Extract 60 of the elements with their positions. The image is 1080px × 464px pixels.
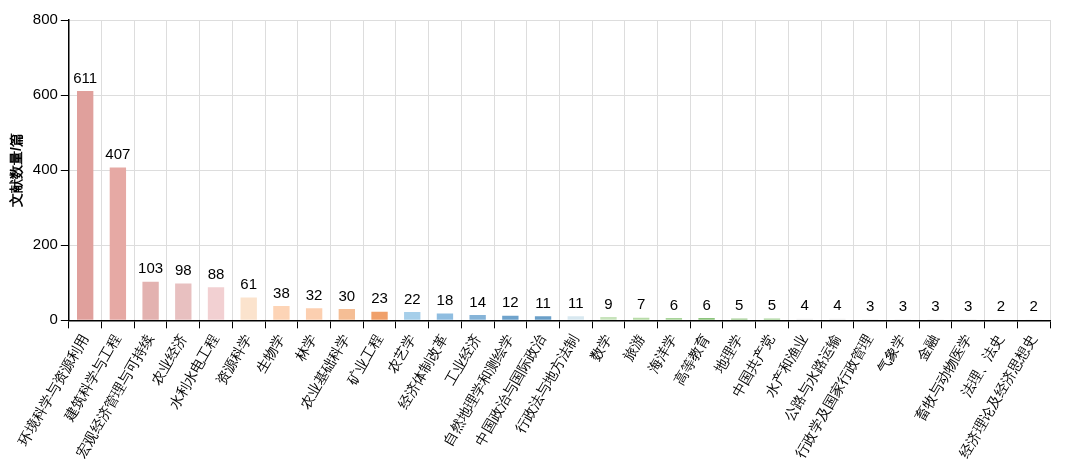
data-label: 9 <box>604 294 613 312</box>
data-label: 32 <box>305 285 323 303</box>
data-label: 2 <box>996 297 1006 315</box>
y-tick-label: 200 <box>32 235 58 253</box>
bar <box>469 315 486 320</box>
y-axis-title: 文献数量/篇 <box>8 133 25 209</box>
data-label: 22 <box>403 289 421 307</box>
data-label: 3 <box>898 296 907 314</box>
data-label: 103 <box>138 259 164 277</box>
bar <box>305 308 323 320</box>
bar <box>600 316 617 320</box>
data-label: 12 <box>502 293 519 311</box>
bar <box>77 90 94 320</box>
bar <box>109 167 127 320</box>
bar <box>175 283 192 320</box>
data-label: 38 <box>273 283 290 301</box>
bar <box>273 306 290 320</box>
x-tick-label: 数学 <box>586 330 615 364</box>
data-label: 5 <box>767 296 777 314</box>
bar <box>338 309 355 320</box>
data-label: 18 <box>436 291 454 309</box>
y-tick-label: 600 <box>32 85 58 103</box>
data-label: 4 <box>800 296 809 314</box>
data-label: 14 <box>469 292 486 310</box>
y-tick-label: 0 <box>49 310 58 328</box>
data-label: 407 <box>105 145 131 163</box>
bar <box>404 312 421 320</box>
y-tick-label: 400 <box>32 160 58 178</box>
data-label: 30 <box>338 286 356 304</box>
data-label: 5 <box>735 296 744 314</box>
data-label: 6 <box>669 295 679 313</box>
data-label: 88 <box>207 264 225 282</box>
bar <box>502 315 519 320</box>
bar <box>436 313 454 320</box>
bar <box>142 281 159 320</box>
data-label: 3 <box>865 296 875 314</box>
bar <box>240 297 257 320</box>
bar <box>534 316 552 320</box>
data-label: 7 <box>637 295 646 313</box>
data-label: 23 <box>371 289 388 307</box>
data-label: 3 <box>931 296 940 314</box>
x-tick-label: 生物学 <box>252 330 288 376</box>
data-label: 11 <box>567 293 584 311</box>
y-tick-label: 800 <box>32 10 58 28</box>
bar <box>633 317 650 320</box>
data-label: 98 <box>174 261 192 279</box>
x-tick-label: 林学 <box>291 330 321 365</box>
data-label: 11 <box>535 293 551 311</box>
data-label: 2 <box>1029 297 1038 315</box>
bar <box>207 287 225 320</box>
bar <box>567 316 584 320</box>
data-label: 6 <box>702 295 711 313</box>
x-tick-label: 旅游 <box>619 330 648 364</box>
data-label: 611 <box>73 68 98 86</box>
x-tick-label: 金融 <box>913 330 942 364</box>
x-tick-label: 气象学 <box>873 330 909 376</box>
bar <box>371 311 388 320</box>
data-label: 3 <box>964 296 973 314</box>
data-label: 4 <box>833 296 842 314</box>
data-label: 61 <box>240 275 258 293</box>
